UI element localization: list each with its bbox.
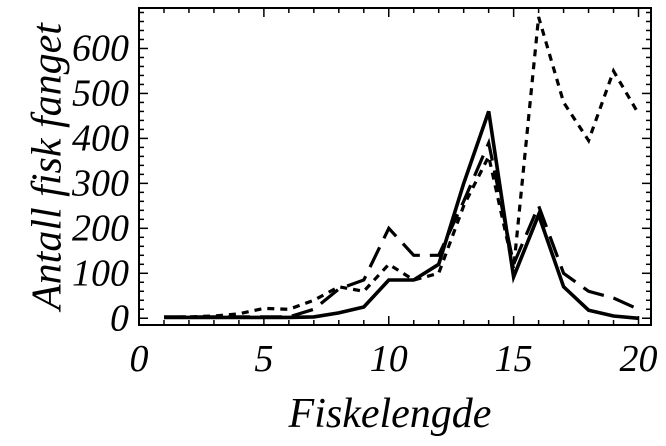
y-tick-label: 400 [72, 117, 129, 159]
y-tick-label: 200 [72, 207, 129, 249]
y-tick-label: 500 [72, 72, 129, 114]
x-tick-label: 5 [254, 338, 273, 380]
x-axis-title: Fiskelengde [288, 391, 492, 437]
x-tick-label: 20 [620, 338, 658, 380]
x-tick-label: 0 [130, 338, 149, 380]
x-tick-label: 10 [370, 338, 408, 380]
series-line-dotted [163, 16, 640, 319]
y-axis-title: Antall fisk fanget [25, 22, 71, 313]
series-line-dashed [164, 137, 640, 319]
axis-ticks [139, 8, 651, 325]
plot-frame-box [138, 7, 652, 326]
series-line-solid [164, 110, 639, 321]
x-tick-label: 15 [495, 338, 533, 380]
y-tick-label: 0 [110, 297, 129, 339]
y-tick-label: 100 [72, 252, 129, 294]
y-tick-label: 300 [71, 162, 129, 204]
series-lines [163, 16, 640, 321]
y-tick-label: 600 [72, 27, 129, 69]
plot-frame [138, 7, 652, 326]
